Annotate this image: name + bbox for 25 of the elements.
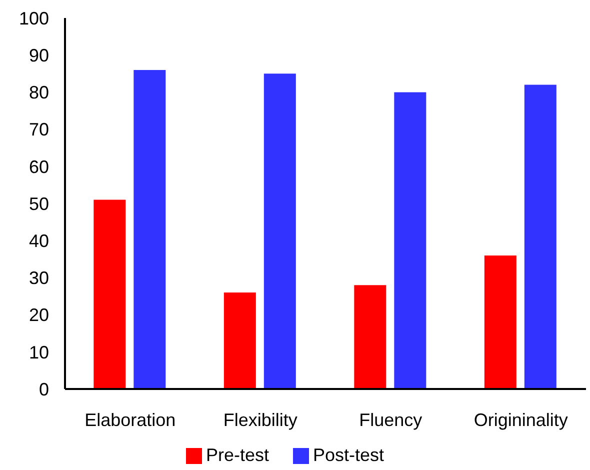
bar (484, 255, 516, 389)
bar (134, 70, 166, 389)
x-tick-label: Elaboration (84, 410, 176, 430)
legend-label: Pre-test (206, 445, 269, 465)
bar (264, 74, 296, 389)
bar (394, 92, 426, 389)
legend-label: Post-test (313, 445, 384, 465)
y-tick-label: 20 (28, 305, 49, 326)
y-tick-label: 70 (28, 120, 49, 140)
y-tick-label: 30 (28, 268, 49, 288)
x-tick-label: Origininality (474, 410, 568, 430)
bar (224, 292, 256, 389)
bar (354, 285, 386, 389)
bar (524, 84, 556, 389)
y-tick-label: 90 (28, 45, 49, 66)
y-tick-label: 60 (28, 156, 49, 177)
y-tick-label: 80 (28, 82, 49, 103)
x-tick-label: Flexibility (223, 410, 298, 430)
y-tick-label: 0 (38, 379, 49, 400)
y-tick-label: 100 (18, 8, 49, 28)
y-tick-label: 40 (28, 230, 49, 251)
y-tick-label: 10 (28, 342, 49, 362)
y-tick-label: 50 (28, 194, 49, 214)
x-tick-label: Fluency (359, 410, 422, 430)
bar (94, 200, 126, 389)
